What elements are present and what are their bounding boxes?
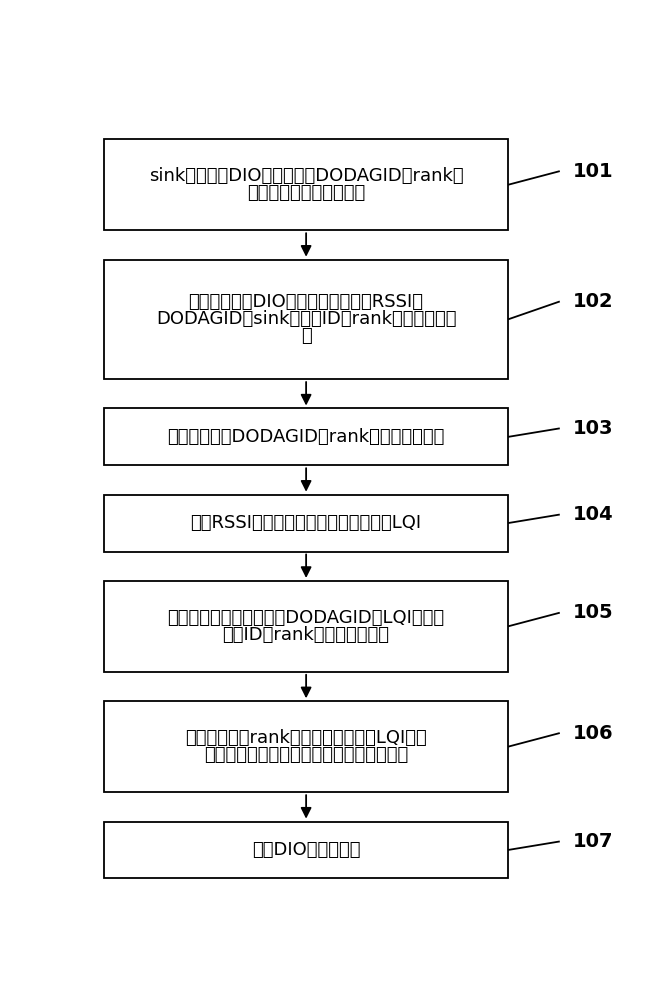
Text: 者的ID、rank和剩余能量等级: 者的ID、rank和剩余能量等级 — [222, 626, 389, 644]
Text: sink节点构建DIO消息（包括DODAGID、rank和: sink节点构建DIO消息（包括DODAGID、rank和 — [149, 167, 464, 185]
Bar — [104, 495, 508, 552]
Bar — [104, 822, 508, 878]
Bar — [104, 581, 508, 672]
Text: 105: 105 — [572, 603, 613, 622]
Text: 根据RSSI计算发送者和中间节点之间的LQI: 根据RSSI计算发送者和中间节点之间的LQI — [190, 514, 422, 532]
Text: 目标函数利用rank、剩余能量等级和LQI三种: 目标函数利用rank、剩余能量等级和LQI三种 — [185, 729, 427, 747]
Text: DODAGID、sink节点的ID、rank和剩余能量等: DODAGID、sink节点的ID、rank和剩余能量等 — [156, 310, 456, 328]
Bar — [104, 701, 508, 792]
Bar — [104, 408, 508, 465]
Text: 创建父节点列表，并保存DODAGID、LQI、发送: 创建父节点列表，并保存DODAGID、LQI、发送 — [168, 609, 445, 627]
Text: 103: 103 — [572, 419, 613, 438]
Text: 级: 级 — [301, 327, 311, 345]
Bar — [104, 260, 508, 379]
Text: 104: 104 — [572, 505, 613, 524]
Text: 107: 107 — [572, 832, 613, 851]
Text: 106: 106 — [572, 724, 613, 743]
Text: 中间节点收到DIO消息并解析，获取RSSI、: 中间节点收到DIO消息并解析，获取RSSI、 — [188, 293, 424, 311]
Bar — [104, 139, 508, 230]
Text: 102: 102 — [572, 292, 613, 311]
Text: 计算中间节点DODAGID、rank和剩余能量等级: 计算中间节点DODAGID、rank和剩余能量等级 — [168, 428, 445, 446]
Text: 构建DIO消息并广播: 构建DIO消息并广播 — [252, 841, 360, 859]
Text: 度量信息以及相应的约束条件计算最优路径: 度量信息以及相应的约束条件计算最优路径 — [204, 746, 408, 764]
Text: 101: 101 — [572, 162, 613, 181]
Text: 剩余能量等级等）并广播: 剩余能量等级等）并广播 — [247, 184, 365, 202]
